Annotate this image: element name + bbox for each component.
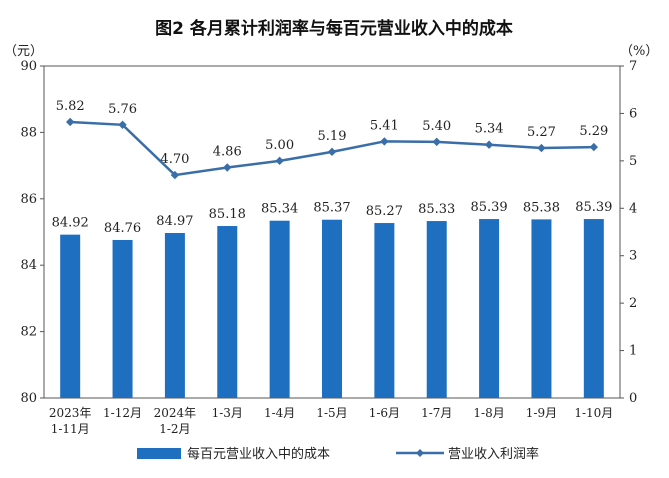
x-tick-label: 1-7月 xyxy=(421,406,452,420)
legend-bar-label: 每百元营业收入中的成本 xyxy=(187,446,330,462)
x-tick-label: 1-4月 xyxy=(264,406,295,420)
bar xyxy=(112,239,133,398)
line-value-label: 5.76 xyxy=(108,102,137,117)
bar xyxy=(60,234,81,398)
line-value-label: 5.27 xyxy=(527,125,556,140)
right-tick-label: 0 xyxy=(629,391,637,406)
bar xyxy=(269,220,290,398)
x-tick-label: 2023年 xyxy=(49,406,92,420)
bar-value-label: 85.27 xyxy=(366,204,403,219)
x-tick-label: 1-2月 xyxy=(159,422,190,436)
line-value-label: 5.29 xyxy=(579,124,608,139)
bar xyxy=(164,232,185,398)
bar xyxy=(322,219,342,398)
bar-value-label: 85.34 xyxy=(261,202,298,217)
bar-value-label: 85.33 xyxy=(418,202,455,217)
x-tick-label: 1-10月 xyxy=(574,406,613,420)
bar xyxy=(531,219,552,398)
left-tick-label: 88 xyxy=(20,125,37,140)
line-point xyxy=(118,120,127,130)
bar-value-label: 85.38 xyxy=(523,200,560,215)
line-value-label: 5.40 xyxy=(422,119,451,134)
line-point xyxy=(170,170,180,180)
bar xyxy=(217,226,238,398)
right-tick-label: 1 xyxy=(629,344,637,359)
line-point xyxy=(327,147,337,157)
left-tick-label: 82 xyxy=(20,325,37,340)
x-tick-label: 1-5月 xyxy=(316,406,347,420)
line-value-label: 4.86 xyxy=(213,144,242,159)
bar-value-label: 84.76 xyxy=(104,221,141,236)
left-tick-label: 80 xyxy=(20,391,37,406)
line-point xyxy=(537,143,546,153)
line-value-label: 5.34 xyxy=(475,122,504,137)
left-axis-unit: （元） xyxy=(4,44,43,59)
x-tick-label: 1-9月 xyxy=(526,406,557,420)
right-tick-label: 3 xyxy=(629,249,637,264)
right-tick-label: 6 xyxy=(629,106,637,121)
legend-bar-swatch xyxy=(137,448,181,459)
bar-value-label: 85.18 xyxy=(209,207,246,222)
x-tick-label: 1-8月 xyxy=(473,406,504,420)
line-point xyxy=(380,137,389,146)
line-point xyxy=(65,117,75,127)
legend: 每百元营业收入中的成本 营业收入利润率 xyxy=(137,446,539,462)
x-tick-label: 1-11月 xyxy=(51,422,90,436)
right-axis-unit: （%） xyxy=(620,44,658,59)
right-tick-label: 5 xyxy=(629,154,637,169)
x-tick-label: 1-6月 xyxy=(369,406,400,420)
bar-value-label: 84.92 xyxy=(52,216,89,231)
left-tick-label: 84 xyxy=(20,258,37,273)
left-tick-label: 86 xyxy=(20,192,37,207)
line-value-label: 5.19 xyxy=(318,129,347,144)
x-tick-label: 1-3月 xyxy=(212,406,243,420)
right-tick-label: 2 xyxy=(629,296,637,311)
line-point xyxy=(432,137,441,147)
x-tick-label: 1-12月 xyxy=(103,406,142,420)
bar xyxy=(583,219,604,398)
line-point xyxy=(484,140,494,149)
chart-title: 图2 各月累计利润率与每百元营业收入中的成本 xyxy=(155,18,513,39)
bar xyxy=(426,221,447,398)
line-point xyxy=(275,156,284,166)
legend-line-marker xyxy=(416,449,424,457)
left-tick-label: 90 xyxy=(20,59,37,74)
line-point xyxy=(223,163,232,172)
bar-value-label: 85.39 xyxy=(470,200,507,215)
right-tick-label: 4 xyxy=(629,201,637,216)
x-tick-label: 2024年 xyxy=(154,406,197,420)
bar-value-label: 84.97 xyxy=(156,214,193,229)
plot-area: 80 82 84 86 88 90 0 1 2 3 4 5 6 7 84.92 84.76 84.97 85.18… xyxy=(20,59,637,436)
bar xyxy=(374,223,395,398)
bar-value-label: 85.39 xyxy=(575,200,612,215)
right-tick-label: 7 xyxy=(629,59,637,74)
legend-line-label: 营业收入利润率 xyxy=(448,446,539,462)
line-value-label: 5.41 xyxy=(370,118,399,133)
bar-value-label: 85.37 xyxy=(313,201,350,216)
bar xyxy=(479,219,500,398)
line-point xyxy=(589,142,599,152)
line-value-label: 5.82 xyxy=(56,99,85,114)
line-value-label: 4.70 xyxy=(160,152,189,167)
line-value-label: 5.00 xyxy=(265,138,294,153)
